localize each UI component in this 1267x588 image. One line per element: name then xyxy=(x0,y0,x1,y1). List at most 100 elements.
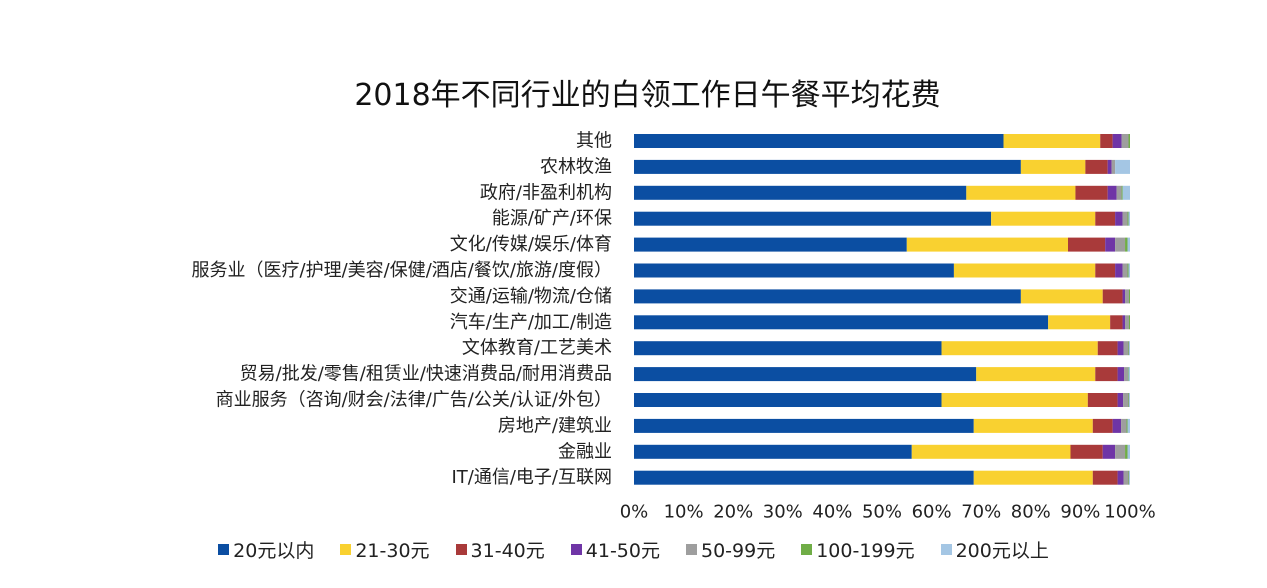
legend-item: 50-99元 xyxy=(685,536,776,563)
legend-label: 20元以内 xyxy=(233,540,315,562)
legend-item: 200元以上 xyxy=(940,536,1049,563)
x-tick-label: 70% xyxy=(961,502,1001,523)
bar-segment-1 xyxy=(976,367,1096,382)
legend-swatch xyxy=(340,544,352,555)
bar-segment-2 xyxy=(1097,341,1118,356)
category-label: 服务业（医疗/护理/美容/保健/酒店/餐饮/旅游/度假） xyxy=(192,260,612,281)
bar-segment-1 xyxy=(1003,134,1101,148)
category-label: 汽车/生产/加工/制造 xyxy=(450,312,612,333)
bar-segment-4 xyxy=(1123,341,1129,356)
bar-segment-3 xyxy=(1112,418,1122,433)
bar-segment-4 xyxy=(1125,315,1130,330)
x-tick-label: 80% xyxy=(1011,502,1051,523)
chart-title: 2018年不同行业的白领工作日午餐平均花费 xyxy=(354,78,941,113)
category-label: 能源/矿产/环保 xyxy=(492,208,612,229)
legend-label: 50-99元 xyxy=(700,540,776,562)
bar-segment-2 xyxy=(1075,185,1108,200)
category-labels: 其他农林牧渔政府/非盈利机构能源/矿产/环保文化/传媒/娱乐/体育服务业（医疗/… xyxy=(192,131,612,489)
bar-segment-2 xyxy=(1102,289,1123,304)
bar-segment-5 xyxy=(1127,263,1129,278)
category-label: 交通/运输/物流/仓储 xyxy=(450,286,612,307)
bar-segment-2 xyxy=(1095,211,1116,226)
bar-segment-4 xyxy=(1115,237,1126,252)
bar-segment-5 xyxy=(1126,418,1128,433)
bar-segment-4 xyxy=(1123,393,1129,407)
bar-segment-0 xyxy=(634,418,974,433)
bar-segment-2 xyxy=(1070,444,1103,459)
bar-segment-4 xyxy=(1111,159,1116,174)
bar-segment-0 xyxy=(634,237,907,252)
bar-segment-4 xyxy=(1124,367,1129,382)
bar-segment-5 xyxy=(1128,367,1129,382)
legend-swatch xyxy=(570,544,582,555)
bar-segment-6 xyxy=(1122,185,1130,200)
bar-segment-3 xyxy=(1105,237,1116,252)
legend-swatch xyxy=(940,544,952,555)
bar-segment-3 xyxy=(1117,393,1124,407)
bar-segment-5 xyxy=(1128,470,1130,485)
x-tick-label: 90% xyxy=(1060,502,1100,523)
bar-segment-5 xyxy=(1129,289,1130,304)
bar-segment-5 xyxy=(1125,237,1128,252)
legend-item: 41-50元 xyxy=(570,536,660,563)
bar-segment-3 xyxy=(1115,263,1123,278)
legend-label: 200元以上 xyxy=(955,540,1049,562)
legend-item: 21-30元 xyxy=(340,536,430,563)
bar-segment-0 xyxy=(634,393,942,407)
bar-segment-1 xyxy=(953,263,1096,278)
bar-segment-4 xyxy=(1115,444,1126,459)
bar-segment-1 xyxy=(1020,289,1103,304)
bar-segment-6 xyxy=(1129,470,1130,485)
bar-segment-2 xyxy=(1110,315,1123,330)
category-label: 文体教育/工艺美术 xyxy=(462,338,612,359)
category-label: 金融业 xyxy=(558,441,612,462)
bar-segment-2 xyxy=(1085,159,1108,174)
legend: 20元以内 21-30元 31-40元 41-50元 50-99元 100-199元 200… xyxy=(0,536,1267,563)
bar-segment-2 xyxy=(1092,418,1113,433)
bar-segment-3 xyxy=(1112,134,1122,148)
bar-segment-4 xyxy=(1122,211,1128,226)
bar-segment-2 xyxy=(1100,134,1113,148)
bar-segment-6 xyxy=(1129,341,1130,356)
bar-segment-0 xyxy=(634,185,967,200)
legend-swatch xyxy=(801,544,813,555)
legend-swatch xyxy=(455,544,467,555)
legend-label: 41-50元 xyxy=(585,540,660,562)
legend-label: 100-199元 xyxy=(816,540,915,562)
legend-item: 31-40元 xyxy=(455,536,545,563)
bar-segment-2 xyxy=(1092,470,1118,485)
bar-segment-0 xyxy=(634,134,1004,148)
bar-segment-0 xyxy=(634,367,977,382)
bar-segment-4 xyxy=(1121,134,1129,148)
x-axis-ticks: 0% 10% 20% 30% 40% 50% 60% 70% 80% 90% 100% xyxy=(620,502,1156,523)
bar-segment-3 xyxy=(1107,159,1112,174)
bar-segment-6 xyxy=(1115,159,1130,174)
category-label: 商业服务（咨询/财会/法律/广告/公关/认证/外包） xyxy=(216,390,612,411)
bar-segment-5 xyxy=(1128,134,1130,148)
bar-segment-3 xyxy=(1102,444,1116,459)
category-label: 文化/传媒/娱乐/体育 xyxy=(450,234,612,255)
bar-segment-1 xyxy=(973,418,1093,433)
bar-segment-0 xyxy=(634,341,942,356)
bar-segment-1 xyxy=(941,393,1088,407)
bar-segment-2 xyxy=(1087,393,1118,407)
x-tick-label: 20% xyxy=(713,502,753,523)
x-tick-label: 10% xyxy=(664,502,704,523)
bar-segment-6 xyxy=(1128,263,1130,278)
bar-segment-3 xyxy=(1122,289,1126,304)
x-tick-label: 60% xyxy=(912,502,952,523)
bar-segment-3 xyxy=(1115,211,1123,226)
legend-swatch xyxy=(218,544,230,555)
bar-segment-0 xyxy=(634,470,974,485)
x-tick-label: 100% xyxy=(1104,502,1155,523)
bar-segment-0 xyxy=(634,211,992,226)
bar-segment-6 xyxy=(1129,393,1130,407)
bar-segment-3 xyxy=(1117,367,1125,382)
bar-segment-5 xyxy=(1128,341,1130,356)
bar-segment-1 xyxy=(1048,315,1111,330)
legend-swatch xyxy=(685,544,697,555)
category-label: 农林牧渔 xyxy=(540,156,612,177)
x-tick-label: 50% xyxy=(862,502,902,523)
bar-segment-2 xyxy=(1068,237,1106,252)
